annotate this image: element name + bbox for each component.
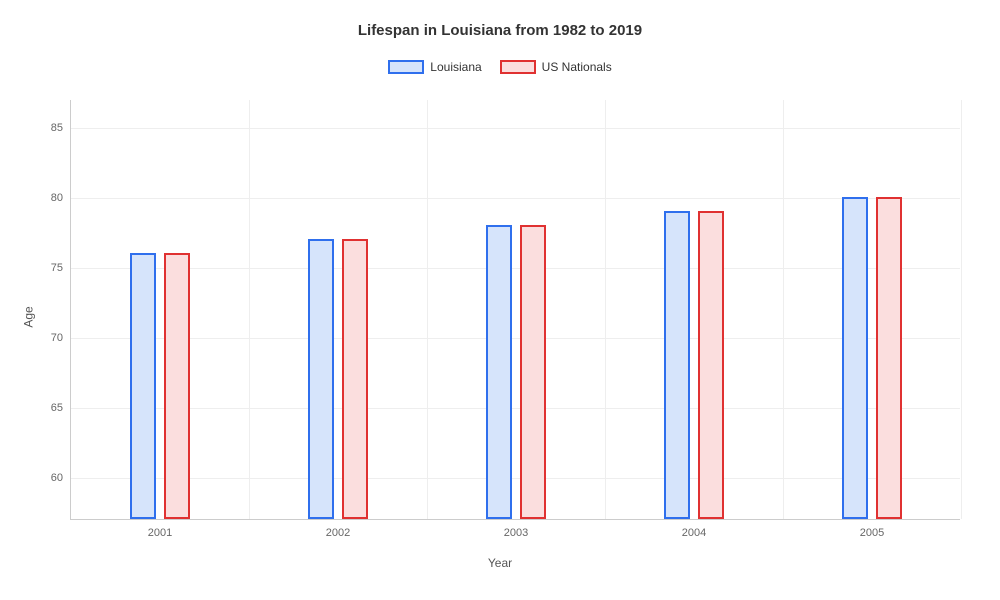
bar (842, 197, 868, 519)
gridline-h (71, 198, 960, 199)
bar (164, 253, 190, 519)
bar (486, 225, 512, 519)
gridline-v (605, 100, 606, 519)
ytick-label: 75 (51, 262, 71, 274)
legend: Louisiana US Nationals (0, 60, 1000, 74)
x-axis-label: Year (0, 556, 1000, 570)
xtick-label: 2005 (860, 519, 884, 539)
bar (342, 239, 368, 519)
ytick-label: 85 (51, 122, 71, 134)
bar (876, 197, 902, 519)
gridline-h (71, 408, 960, 409)
bar (520, 225, 546, 519)
gridline-v (961, 100, 962, 519)
bar (664, 211, 690, 519)
xtick-label: 2001 (148, 519, 172, 539)
bar (130, 253, 156, 519)
gridline-h (71, 268, 960, 269)
ytick-label: 70 (51, 332, 71, 344)
chart-title: Lifespan in Louisiana from 1982 to 2019 (0, 22, 1000, 39)
gridline-v (249, 100, 250, 519)
plot-area: 60657075808520012002200320042005 (70, 100, 960, 520)
ytick-label: 60 (51, 472, 71, 484)
chart-container: Lifespan in Louisiana from 1982 to 2019 … (0, 0, 1000, 600)
gridline-h (71, 128, 960, 129)
gridline-v (783, 100, 784, 519)
xtick-label: 2003 (504, 519, 528, 539)
gridline-h (71, 338, 960, 339)
y-axis-label: Age (22, 306, 36, 327)
gridline-h (71, 478, 960, 479)
xtick-label: 2002 (326, 519, 350, 539)
gridline-v (427, 100, 428, 519)
ytick-label: 80 (51, 192, 71, 204)
ytick-label: 65 (51, 402, 71, 414)
legend-item: Louisiana (388, 60, 481, 74)
legend-item: US Nationals (500, 60, 612, 74)
legend-swatch (500, 60, 536, 74)
xtick-label: 2004 (682, 519, 706, 539)
bar (698, 211, 724, 519)
bar (308, 239, 334, 519)
legend-label: Louisiana (430, 60, 481, 74)
legend-swatch (388, 60, 424, 74)
legend-label: US Nationals (542, 60, 612, 74)
